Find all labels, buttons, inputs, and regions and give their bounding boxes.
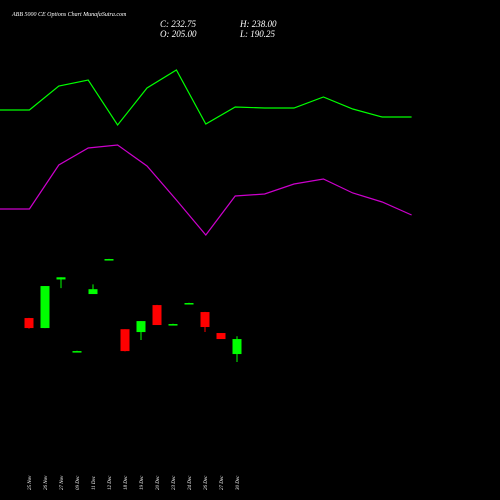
x-tick-label: 18 Dec <box>124 475 129 490</box>
candle-body <box>72 351 82 353</box>
x-tick-label: 30 Dec <box>236 475 241 490</box>
x-tick-label: 24 Dec <box>188 475 193 490</box>
x-tick-label: 27 Dec <box>220 475 225 490</box>
x-tick-label: 27 Nov <box>60 475 65 490</box>
candle-body <box>56 277 66 280</box>
candle-body <box>40 286 50 329</box>
x-tick-label: 25 Nov <box>28 475 33 490</box>
x-tick-label: 19 Dec <box>140 475 145 490</box>
candle-body <box>168 324 178 326</box>
x-tick-label: 20 Dec <box>156 475 161 490</box>
candle-body <box>216 333 226 340</box>
x-tick-label: 09 Dec <box>76 475 81 490</box>
low-text: L: 190.25 <box>239 29 276 39</box>
indicator-line <box>0 69 412 127</box>
x-tick-label: 11 Dec <box>92 475 97 490</box>
candle-body <box>120 329 130 352</box>
candle-body <box>88 289 98 295</box>
candle-body <box>152 305 162 326</box>
x-tick-label: 23 Dec <box>172 475 177 490</box>
candle-body <box>232 339 242 355</box>
candle-body <box>200 312 210 328</box>
x-tick-label: 26 Nov <box>44 475 49 490</box>
high-text: H: 238.00 <box>239 19 277 29</box>
candle-body <box>24 318 34 329</box>
indicator-line <box>0 144 412 236</box>
candle-body <box>184 303 194 305</box>
candle-body <box>136 321 146 333</box>
x-tick-label: 26 Dec <box>204 475 209 490</box>
x-tick-label: 12 Dec <box>108 475 113 490</box>
candle-body <box>104 259 114 261</box>
chart-title: ABB 5000 CE Options Chart MunafaSutra.co… <box>11 11 127 18</box>
open-text: O: 205.00 <box>160 29 197 39</box>
close-text: C: 232.75 <box>160 19 197 29</box>
